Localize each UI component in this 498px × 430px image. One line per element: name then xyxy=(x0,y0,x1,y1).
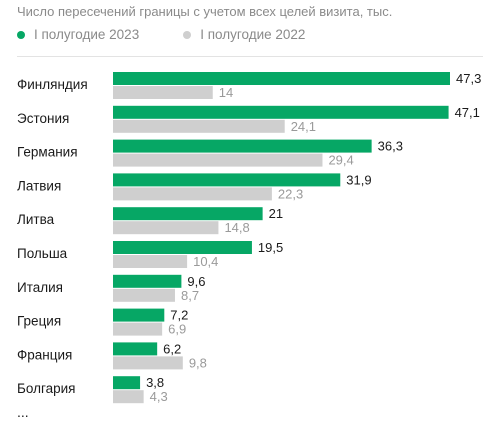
bar-2022 xyxy=(113,255,188,268)
legend-item-2023: I полугодие 2023 xyxy=(17,27,139,42)
value-label-2022: 24,1 xyxy=(291,119,316,134)
legend-item-2022: I полугодие 2022 xyxy=(183,27,305,42)
value-label-2022: 10,4 xyxy=(193,254,218,269)
value-label-2022: 22,3 xyxy=(278,186,303,201)
value-label-2023: 47,3 xyxy=(456,71,481,86)
value-label-2022: 8,7 xyxy=(181,288,199,303)
bar-2022 xyxy=(113,356,183,370)
legend-label-2023: I полугодие 2023 xyxy=(34,27,140,42)
legend-divider xyxy=(17,56,483,57)
chart-legend: I полугодие 2023 I полугодие 2022 xyxy=(17,27,349,42)
bar-2022 xyxy=(113,119,285,133)
value-label-2023: 31,9 xyxy=(346,172,371,187)
value-label-2023: 7,2 xyxy=(170,308,188,323)
bar-2022 xyxy=(113,86,213,99)
bar-2023 xyxy=(113,72,450,85)
category-label: Германия xyxy=(17,145,78,160)
value-label-2022: 14,8 xyxy=(224,220,249,235)
bar-2023 xyxy=(113,342,158,356)
bar-2022 xyxy=(113,187,272,201)
bar-2023 xyxy=(113,173,341,187)
value-label-2022: 29,4 xyxy=(328,153,353,168)
value-label-2022: 9,8 xyxy=(189,355,207,370)
bar-2023 xyxy=(113,105,449,119)
value-label-2023: 6,2 xyxy=(163,341,181,356)
category-label: Финляндия xyxy=(17,77,88,92)
category-label: Греция xyxy=(17,314,61,329)
more-ellipsis: ... xyxy=(17,404,29,420)
bar-2022 xyxy=(113,390,144,404)
bar-2023 xyxy=(113,241,252,254)
bar-2022 xyxy=(113,288,175,302)
bar-2022 xyxy=(113,221,219,235)
value-label-2023: 21 xyxy=(269,206,283,221)
bar-2023 xyxy=(113,308,165,322)
value-label-2023: 9,6 xyxy=(187,274,205,289)
value-label-2023: 19,5 xyxy=(258,240,283,255)
value-label-2023: 47,1 xyxy=(455,105,480,120)
bar-2022 xyxy=(113,322,163,336)
value-label-2022: 6,9 xyxy=(168,322,186,337)
legend-label-2022: I полугодие 2022 xyxy=(200,27,306,42)
bar-2023 xyxy=(113,207,263,221)
value-label-2022: 14 xyxy=(219,85,233,100)
category-label: Болгария xyxy=(17,381,75,396)
category-label: Латвия xyxy=(17,178,61,193)
category-label: Польша xyxy=(17,246,68,261)
category-label: Литва xyxy=(17,212,55,227)
bar-2022 xyxy=(113,153,323,167)
chart-subtitle: Число пересечений границы с учетом всех … xyxy=(17,4,393,19)
bar-2023 xyxy=(113,376,141,390)
bar-2023 xyxy=(113,274,182,288)
category-label: Эстония xyxy=(17,111,69,126)
bar-2023 xyxy=(113,139,372,153)
category-label: Италия xyxy=(17,280,63,295)
legend-swatch-2022 xyxy=(183,30,192,39)
category-label: Франция xyxy=(17,347,72,362)
value-label-2022: 4,3 xyxy=(150,389,168,404)
value-label-2023: 36,3 xyxy=(378,139,403,154)
legend-swatch-2023 xyxy=(17,30,25,39)
value-label-2023: 3,8 xyxy=(146,375,164,390)
